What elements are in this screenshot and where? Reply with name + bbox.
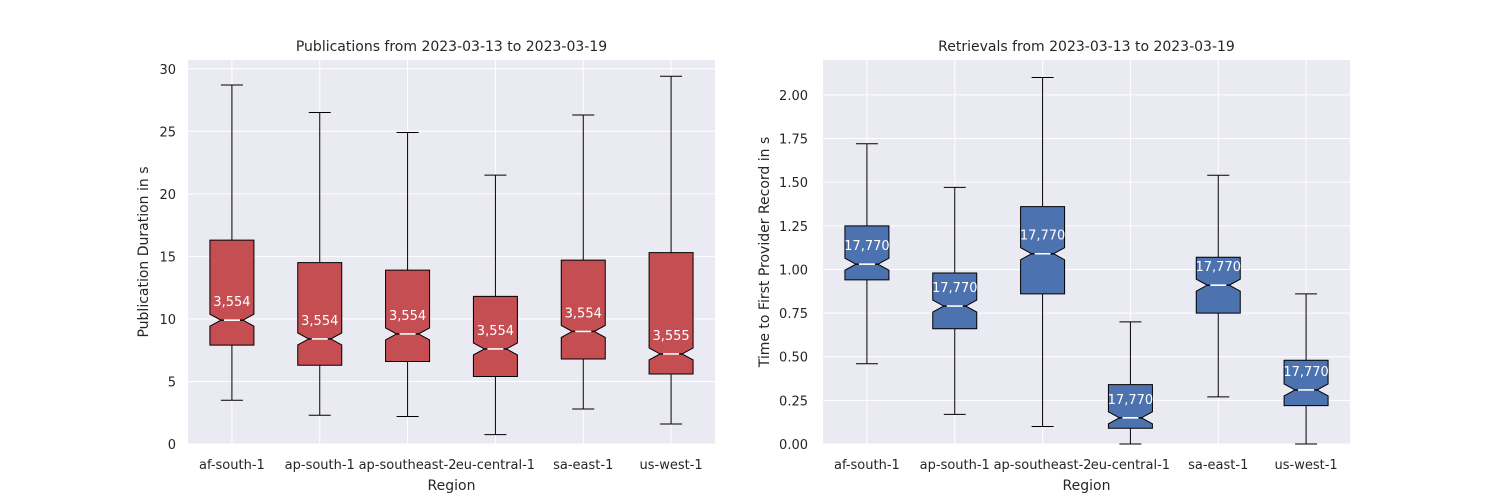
pub-plot-area [188,60,715,444]
pub-box [560,259,606,360]
ret-count-label: 17,770 [1020,229,1066,244]
ret-ylabel: Time to First Provider Record in s [757,137,773,369]
ret-xtick-label: ap-south-1 [920,458,990,473]
ret-count-label: 17,770 [1283,365,1329,380]
pub-ytick-label: 25 [159,125,176,140]
pub-xtick-label: af-south-1 [199,458,265,473]
ret-count-label: 17,770 [844,239,890,254]
pub-box [385,269,431,362]
pub-ytick-label: 5 [168,375,176,390]
pub-xtick-label: sa-east-1 [553,458,613,473]
ret-ytick-label: 0.75 [779,307,808,322]
pub-xtick-label: eu-central-1 [456,458,535,473]
pub-count-label: 3,554 [565,306,602,321]
pub-count-label: 3,554 [301,314,338,329]
ret-xlabel: Region [1063,478,1111,494]
pub-box [648,252,694,375]
pub-xlabel: Region [428,478,476,494]
pub-ylabel: Publication Duration in s [136,166,152,337]
ret-title: Retrievals from 2023-03-13 to 2023-03-19 [938,39,1235,55]
pub-xtick-label: us-west-1 [639,458,702,473]
ret-xtick-label: sa-east-1 [1188,458,1248,473]
ret-box [932,272,978,330]
ret-ytick-label: 0.25 [779,394,808,409]
pub-ytick-label: 0 [168,438,176,453]
pub-count-label: 3,554 [213,295,250,310]
ret-ytick-label: 1.50 [779,176,808,191]
ret-box [1020,206,1066,295]
ret-ytick-label: 1.75 [779,133,808,148]
ret-ytick-label: 0.50 [779,351,808,366]
pub-ytick-label: 20 [159,188,176,203]
ret-box [1283,359,1329,407]
pub-count-label: 3,554 [389,309,426,324]
pub-xtick-label: ap-south-1 [285,458,355,473]
retrievals-panel: 0.00 0.25 0.50 0.75 1.00 1.25 1.50 1.75 2.00 af-s… [757,39,1350,494]
ret-count-label: 17,770 [1108,393,1154,408]
ret-xtick-label: eu-central-1 [1091,458,1170,473]
pub-xtick-label: ap-southeast-2 [359,458,457,473]
pub-ytick-label: 15 [159,250,176,265]
pub-box [472,295,518,377]
ret-xtick-label: us-west-1 [1274,458,1337,473]
ret-ytick-label: 2.00 [779,89,808,104]
ret-ytick-label: 0.00 [779,438,808,453]
ret-box [844,225,890,281]
pub-ytick-label: 30 [159,63,176,78]
ret-xtick-label: af-south-1 [834,458,900,473]
ret-ytick-label: 1.00 [779,263,808,278]
ret-count-label: 17,770 [1196,260,1242,275]
pub-count-label: 3,554 [477,324,514,339]
ret-xtick-label: ap-southeast-2 [994,458,1092,473]
pub-title: Publications from 2023-03-13 to 2023-03-… [296,39,607,55]
pub-box [209,239,255,346]
pub-ytick-label: 10 [159,313,176,328]
ret-count-label: 17,770 [932,281,978,296]
ret-ytick-label: 1.25 [779,220,808,235]
publications-panel: 0 5 10 15 20 25 30 af-south-1 ap-south-1 ap-south… [136,39,715,494]
ret-plot-area [823,60,1350,444]
pub-count-label: 3,555 [652,329,689,344]
